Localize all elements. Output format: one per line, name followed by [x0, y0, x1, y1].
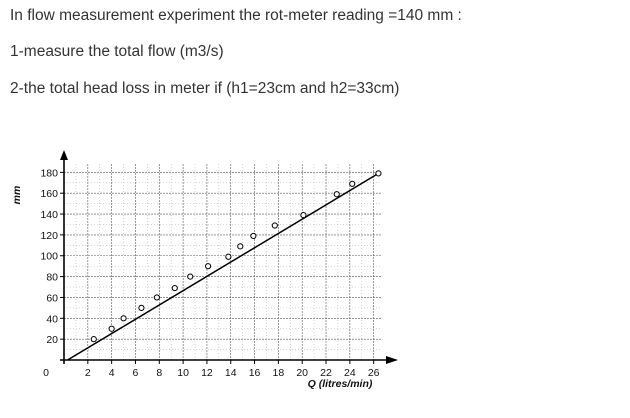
data-point	[237, 243, 244, 250]
x-tick-label: 8	[156, 367, 162, 379]
data-point	[375, 170, 382, 177]
y-tick-label: 80	[46, 272, 58, 284]
x-tick-label: 6	[133, 367, 139, 379]
data-point	[153, 294, 160, 301]
y-tick-label: 120	[40, 230, 58, 242]
axes	[60, 150, 398, 364]
y-tick-label: 180	[40, 167, 58, 179]
x-tick-label: 26	[368, 367, 380, 379]
y-tick-label: 140	[40, 209, 58, 221]
y-tick-label: 20	[46, 334, 58, 346]
x-tick-label: 14	[225, 367, 237, 379]
y-tick-label: 100	[40, 251, 58, 263]
data-point	[90, 336, 97, 343]
data-point	[171, 284, 178, 292]
chart-canvas: 2 4 6 8 10 12 14 16 18 20 22 24 26204060801001201401…	[11, 150, 398, 390]
x-axis-title: Q (litres/min)	[308, 378, 373, 390]
data-point	[333, 191, 340, 198]
origin-label: 0	[43, 367, 49, 379]
question-line-1: In flow measurement experiment the rot-m…	[10, 7, 462, 24]
y-axis-title: mm	[11, 186, 23, 205]
x-tick-label: 18	[273, 367, 285, 379]
x-axis-arrow	[386, 356, 398, 364]
data-point	[250, 232, 257, 240]
question-line-3: 2-the total head loss in meter if (h1=23…	[10, 80, 400, 97]
x-tick-label: 4	[109, 367, 115, 379]
data-point	[138, 304, 145, 311]
data-point	[300, 211, 307, 219]
y-tick-label: 60	[46, 292, 58, 304]
data-point	[108, 325, 115, 332]
data-point	[271, 222, 278, 229]
x-tick-label: 2	[85, 367, 91, 379]
data-point	[120, 315, 127, 322]
fit-line-layer	[67, 172, 379, 361]
x-tick-label: 20	[296, 367, 308, 379]
x-tick-label: 12	[201, 367, 213, 379]
x-tick-label: 22	[320, 367, 332, 379]
question-line-2: 1-measure the total flow (m3/s)	[10, 43, 224, 60]
x-tick-label: 10	[177, 367, 189, 379]
calibration-chart: 2 4 6 8 10 12 14 16 18 20 22 24 26 20 40 60 80 100 120 140 1…	[6, 148, 470, 398]
y-tick-label: 40	[46, 313, 58, 325]
y-axis-arrow	[60, 150, 68, 160]
data-points	[90, 170, 382, 343]
y-tick-label: 160	[40, 188, 58, 200]
data-point	[225, 253, 232, 260]
grid	[64, 164, 382, 360]
data-point	[187, 273, 194, 280]
data-point	[349, 180, 356, 187]
axis-labels: 2 4 6 8 10 12 14 16 18 20 22 24 26204060801001201401…	[11, 167, 380, 390]
x-tick-label: 24	[344, 367, 356, 379]
fit-line	[67, 172, 379, 361]
x-tick-label: 16	[249, 367, 261, 379]
data-point	[205, 263, 212, 270]
